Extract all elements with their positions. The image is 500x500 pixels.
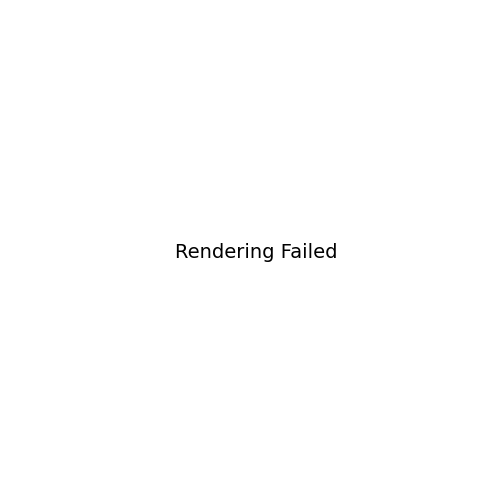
- Text: Rendering Failed: Rendering Failed: [175, 243, 338, 262]
